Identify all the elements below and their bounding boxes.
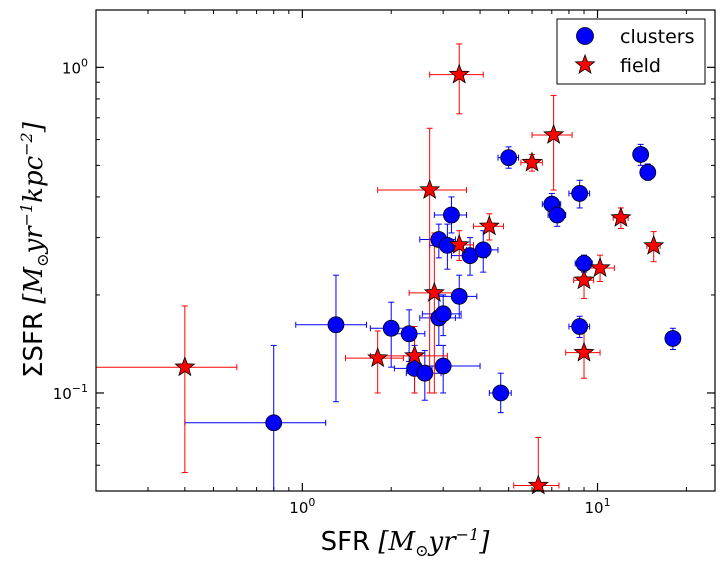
clusters-point bbox=[434, 357, 452, 375]
data-markers bbox=[174, 63, 682, 495]
legend-field-marker bbox=[574, 53, 596, 75]
clusters-point bbox=[416, 364, 434, 382]
y-tick-label: 100 bbox=[62, 56, 88, 77]
clusters-point bbox=[438, 236, 456, 254]
legend-field-label: field bbox=[620, 55, 661, 77]
field-errorbar bbox=[531, 94, 573, 191]
x-axis-label: SFR [M⊙yr−1] bbox=[321, 525, 491, 560]
clusters-point bbox=[265, 414, 283, 432]
clusters-point bbox=[571, 185, 589, 202]
x-tick-label: 101 bbox=[584, 496, 610, 517]
field-point bbox=[448, 63, 470, 84]
legend-clusters-label: clusters bbox=[620, 26, 695, 48]
clusters-point bbox=[434, 305, 452, 323]
clusters-point bbox=[500, 149, 518, 167]
clusters-point bbox=[450, 287, 468, 305]
clusters-point bbox=[571, 318, 589, 335]
field-point bbox=[573, 269, 595, 290]
field-point bbox=[404, 344, 426, 365]
clusters-point bbox=[548, 206, 566, 224]
field-errorbar bbox=[377, 127, 468, 394]
clusters-point bbox=[400, 325, 418, 343]
clusters-point bbox=[632, 146, 650, 163]
field-point bbox=[448, 233, 470, 254]
field-point bbox=[521, 151, 543, 172]
clusters-errorbar bbox=[295, 274, 368, 403]
field-point bbox=[610, 206, 632, 227]
tick-labels: 100 101 10−1 100 bbox=[53, 56, 611, 517]
y-axis-label: ΣSFR [M⊙yr−1kpc−2] bbox=[17, 121, 52, 378]
legend-clusters-marker bbox=[576, 27, 594, 45]
field-point bbox=[478, 215, 500, 236]
plot-frame bbox=[95, 9, 716, 492]
clusters-point bbox=[443, 206, 460, 224]
legend: clusters field bbox=[556, 18, 706, 85]
clusters-point bbox=[492, 384, 510, 402]
field-point bbox=[589, 256, 611, 278]
field-point bbox=[423, 281, 445, 302]
clusters-point bbox=[664, 330, 682, 347]
field-point bbox=[419, 178, 441, 200]
field-point bbox=[543, 123, 565, 144]
field-point bbox=[527, 474, 549, 495]
field-point bbox=[174, 356, 196, 377]
x-tick-label: 100 bbox=[289, 496, 315, 517]
major-ticks bbox=[96, 10, 715, 491]
clusters-point bbox=[575, 254, 593, 272]
clusters-point bbox=[639, 163, 657, 181]
clusters-point bbox=[474, 241, 492, 259]
field-point bbox=[643, 234, 665, 255]
field-errorbar bbox=[95, 305, 238, 473]
field-point bbox=[573, 341, 595, 362]
clusters-point bbox=[327, 316, 345, 334]
clusters-point bbox=[382, 319, 400, 337]
y-tick-label: 10−1 bbox=[53, 382, 88, 403]
field-point bbox=[367, 346, 389, 368]
